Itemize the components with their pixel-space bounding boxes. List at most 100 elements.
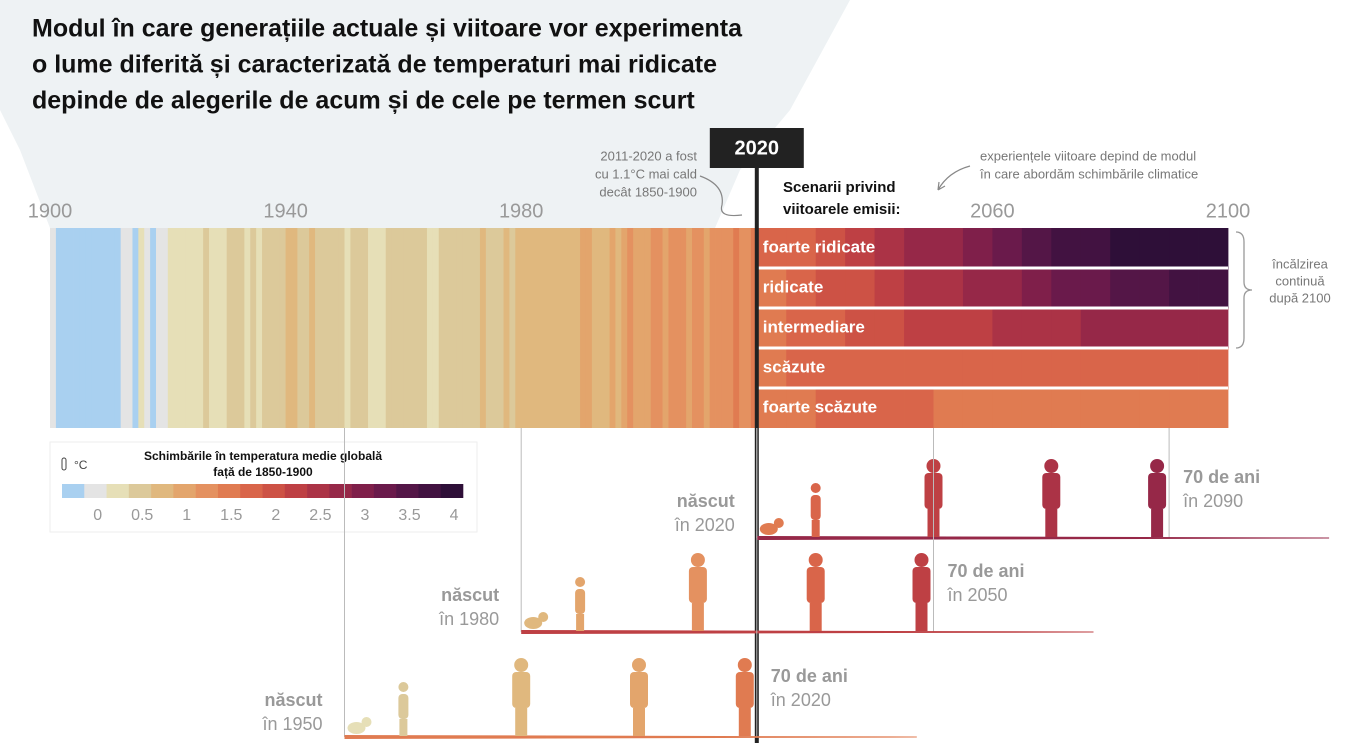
scenario-stripe — [934, 388, 964, 428]
stripe — [56, 228, 62, 428]
figure-head — [1044, 459, 1058, 473]
scenario-stripe — [1081, 268, 1111, 308]
stripe — [109, 228, 115, 428]
scenario-stripe — [1081, 308, 1111, 348]
scenario-stripe — [1140, 388, 1170, 428]
stripe — [492, 228, 498, 428]
stripe — [368, 228, 374, 428]
legend-swatch — [173, 484, 196, 498]
person-figure — [760, 518, 784, 535]
stripe — [398, 228, 404, 428]
stripe — [91, 228, 97, 428]
figure-body — [1042, 473, 1060, 509]
stripe — [668, 228, 674, 428]
stripe — [138, 228, 144, 428]
annotation: în care abordăm schimbările climatice — [979, 166, 1198, 181]
annotation: decât 1850-1900 — [599, 184, 697, 199]
stripe — [362, 228, 368, 428]
figure-head — [632, 658, 646, 672]
stripe — [315, 228, 321, 428]
figure-body — [630, 672, 648, 708]
stripe — [356, 228, 362, 428]
stripe — [439, 228, 445, 428]
stripe — [409, 228, 415, 428]
year-label: 2020 — [735, 137, 780, 159]
stripe — [721, 228, 727, 428]
stripe — [633, 228, 639, 428]
scenario-stripe — [963, 268, 993, 308]
age-label: 70 de ani — [948, 561, 1025, 581]
stripe — [297, 228, 303, 428]
figure-body — [1148, 473, 1166, 509]
scenario-stripe — [1051, 228, 1081, 268]
stripe — [568, 228, 574, 428]
legend-tick: 3 — [361, 507, 370, 524]
stripe — [415, 228, 421, 428]
figure-legs — [515, 708, 527, 736]
stripe — [509, 228, 515, 428]
scenario-stripe — [1051, 388, 1081, 428]
figure-legs — [916, 603, 928, 631]
stripe — [657, 228, 663, 428]
stripe — [586, 228, 592, 428]
scenario-stripe — [1022, 308, 1052, 348]
stripe — [621, 228, 627, 428]
stripe — [227, 228, 233, 428]
stripe — [339, 228, 345, 428]
scenario-stripe — [963, 348, 993, 388]
scenario-stripe — [934, 308, 964, 348]
x-tick-label: 1900 — [28, 200, 73, 222]
scenario-stripe — [904, 228, 934, 268]
stripe — [421, 228, 427, 428]
person-figure — [1148, 459, 1166, 537]
scenario-stripe — [1110, 388, 1140, 428]
stripe — [380, 228, 386, 428]
stripe — [209, 228, 215, 428]
legend-title: Schimbările în temperatura medie globală — [144, 449, 382, 463]
figure-body — [736, 672, 754, 708]
stripe — [74, 228, 80, 428]
stripe — [580, 228, 586, 428]
figure-body — [807, 567, 825, 603]
bracket-note: continuă — [1275, 273, 1325, 288]
timeline-base — [345, 735, 917, 739]
legend-unit: °C — [74, 458, 88, 472]
figure-body — [512, 672, 530, 708]
stripe — [180, 228, 186, 428]
stripe — [121, 228, 127, 428]
stripe — [345, 228, 351, 428]
stripe — [663, 228, 669, 428]
born-label: în 1980 — [438, 609, 499, 629]
scenario-stripe — [992, 388, 1022, 428]
stripe — [221, 228, 227, 428]
figure-legs — [812, 520, 820, 537]
scenario-stripe — [992, 228, 1022, 268]
stripe — [233, 228, 239, 428]
scenario-stripe — [1199, 228, 1229, 268]
stripe — [462, 228, 468, 428]
person-figure — [398, 682, 408, 736]
stripe — [386, 228, 392, 428]
figure-head — [811, 483, 821, 493]
scenario-stripe — [1169, 268, 1199, 308]
scenario-stripe — [1022, 348, 1052, 388]
figure-head — [362, 717, 372, 727]
stripe — [115, 228, 121, 428]
scenario-stripe — [1110, 348, 1140, 388]
person-figure — [1042, 459, 1060, 537]
scenario-stripe — [875, 268, 905, 308]
legend-swatch — [62, 484, 85, 498]
scenario-stripe — [1022, 228, 1052, 268]
figure-legs — [399, 719, 407, 736]
scenario-label: ridicate — [763, 277, 823, 296]
scenario-stripe — [934, 348, 964, 388]
scenario-stripe — [845, 268, 875, 308]
figure-legs — [810, 603, 822, 631]
figure-body — [575, 589, 585, 614]
legend-swatch — [307, 484, 330, 498]
scenario-stripe — [963, 308, 993, 348]
scenario-stripe — [1051, 348, 1081, 388]
legend-tick: 4 — [450, 507, 459, 524]
scenarios-title: viitoarele emisii: — [783, 201, 901, 218]
scenario-stripe — [1199, 348, 1229, 388]
